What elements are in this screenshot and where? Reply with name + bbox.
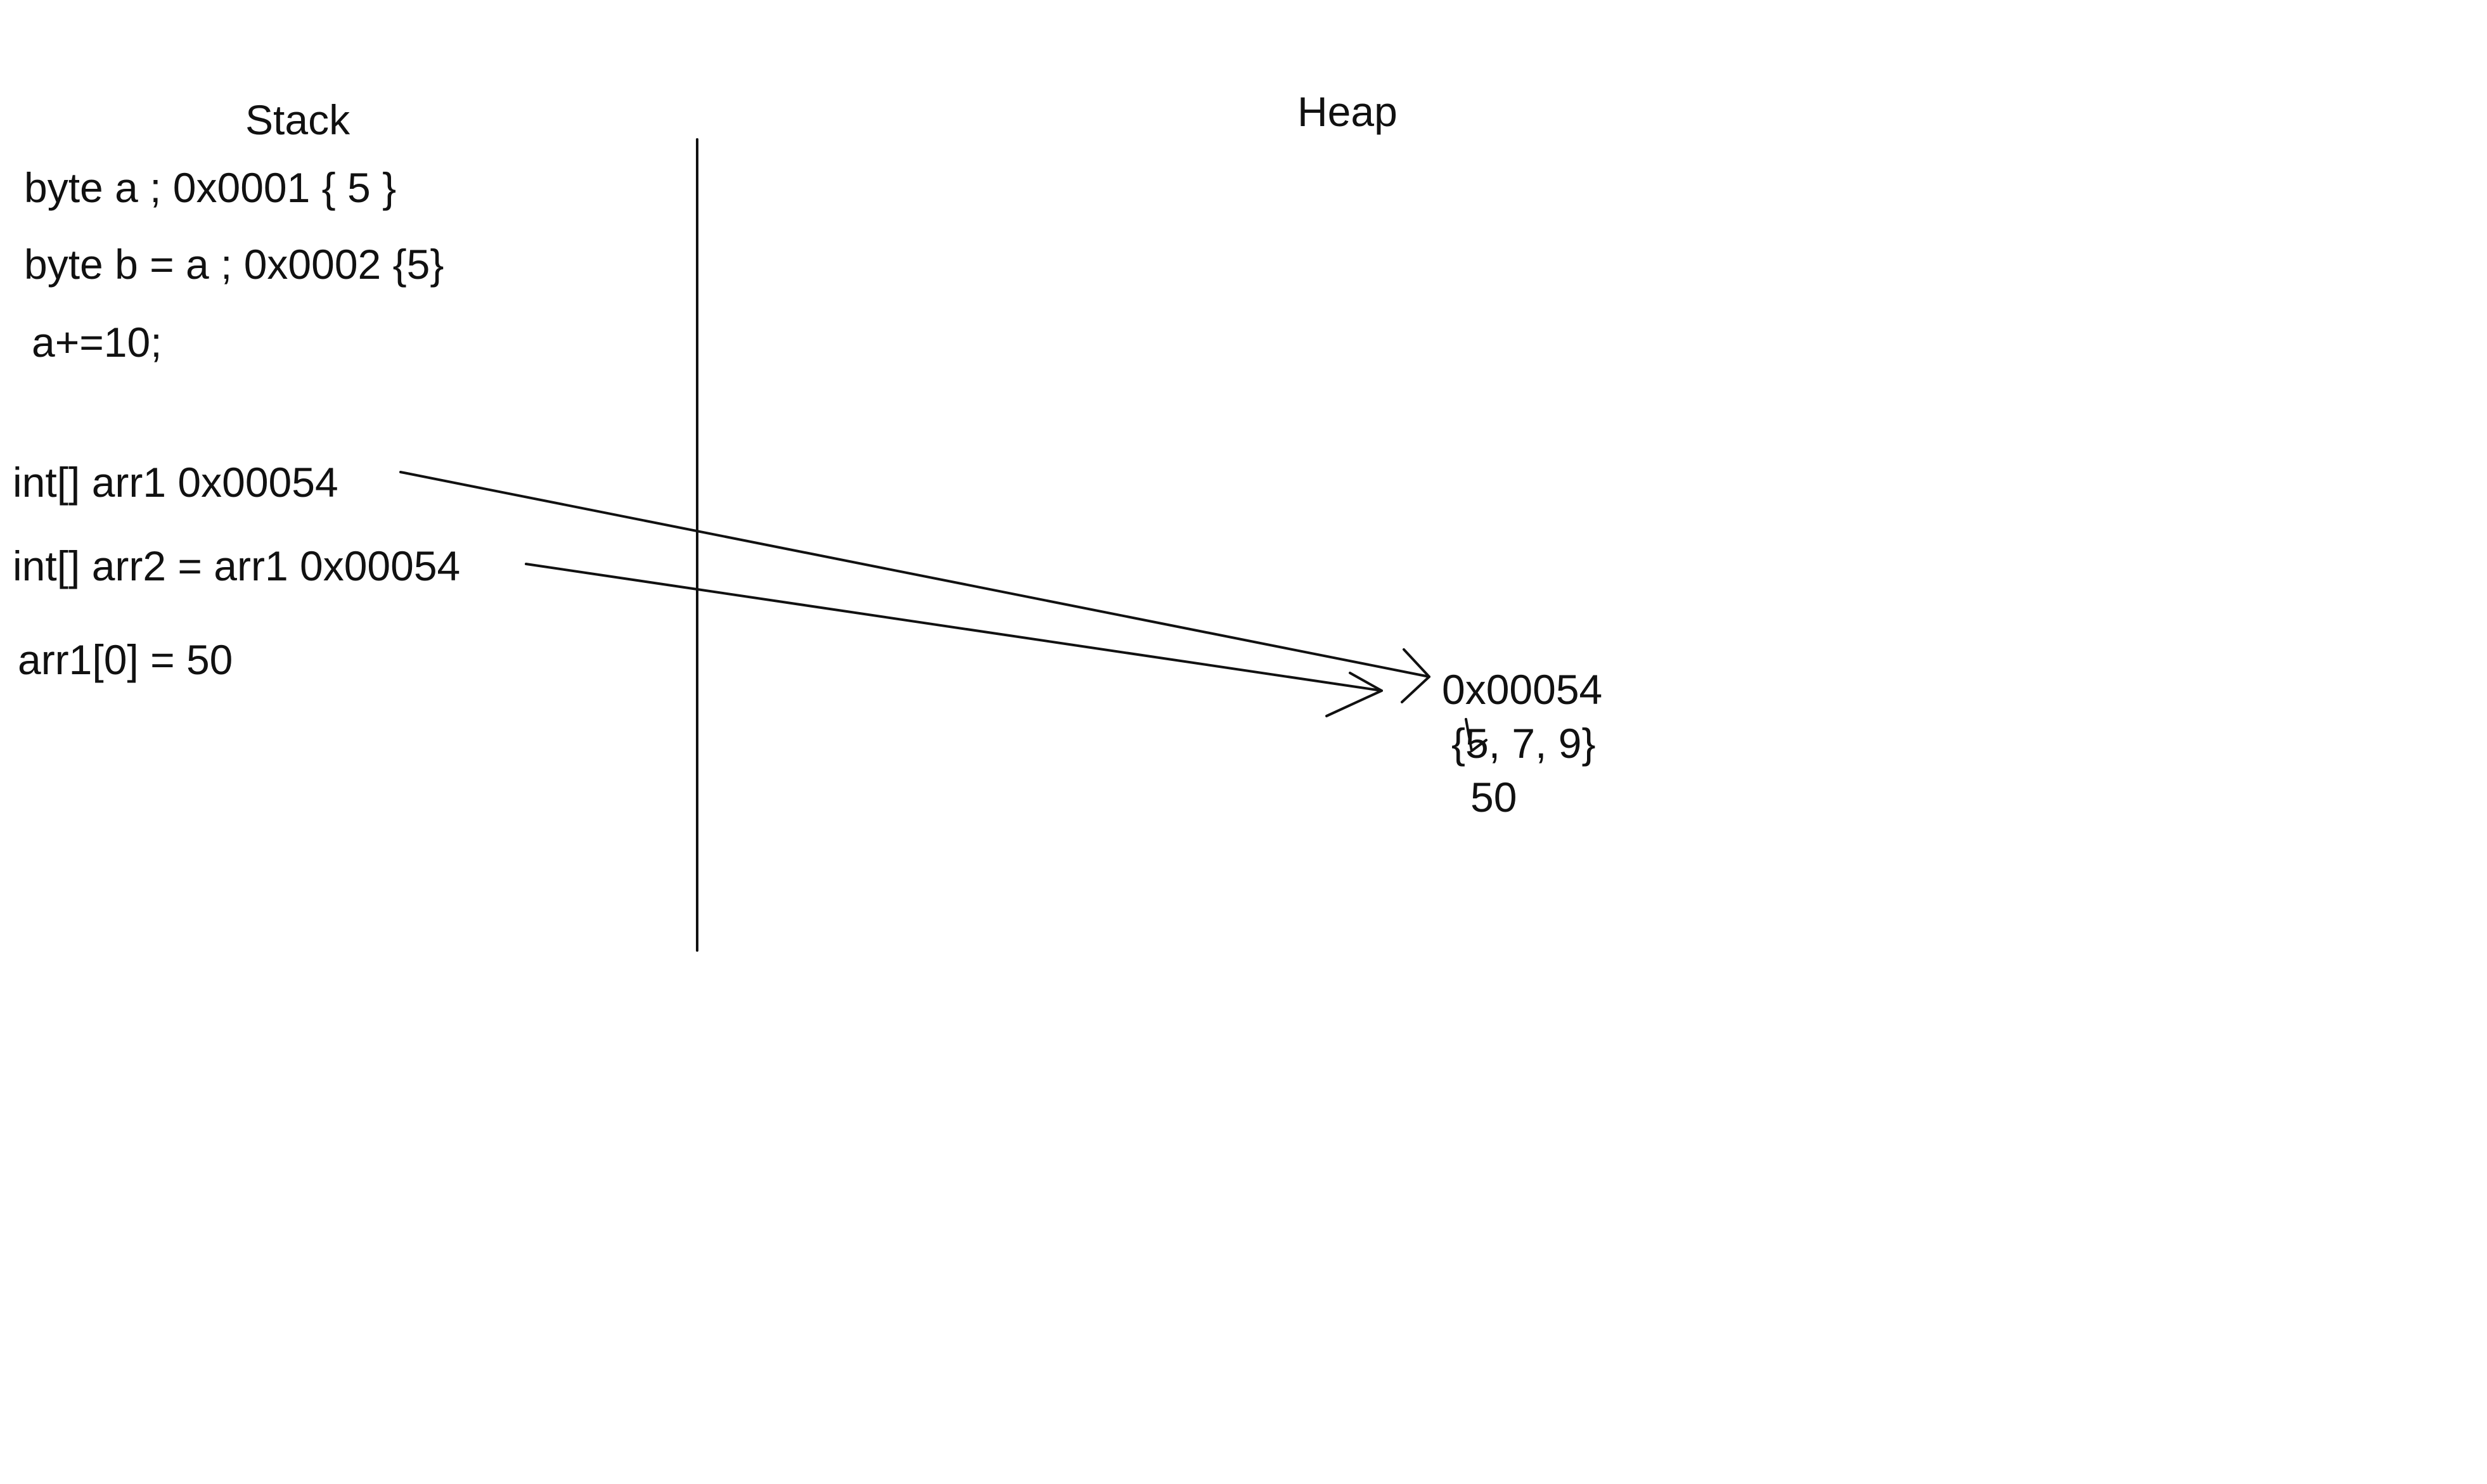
stack-line-arr1-assign: arr1[0] = 50 <box>18 636 233 683</box>
heap-address: 0x00054 <box>1442 666 1603 713</box>
stack-line-byte-b: byte b = a ; 0x0002 {5} <box>24 241 444 288</box>
stack-line-arr1: int[] arr1 0x00054 <box>13 459 338 506</box>
arr2-arrowhead <box>1325 672 1383 717</box>
arr1-arrowhead <box>1401 648 1430 703</box>
stack-line-arr2: int[] arr2 = arr1 0x00054 <box>13 542 461 589</box>
heap-title: Heap <box>1297 88 1398 135</box>
stack-title: Stack <box>245 96 350 143</box>
arr2-pointer-line <box>525 563 1383 692</box>
stack-line-byte-a: byte a ; 0x0001 { 5 } <box>24 164 397 211</box>
strike-mark <box>1465 718 1488 752</box>
arr1-pointer-line <box>399 471 1430 678</box>
heap-array-value: {5, 7, 9} <box>1451 720 1596 767</box>
stack-line-a-increment: a+=10; <box>32 319 162 366</box>
heap-replaced-value: 50 <box>1470 774 1517 821</box>
